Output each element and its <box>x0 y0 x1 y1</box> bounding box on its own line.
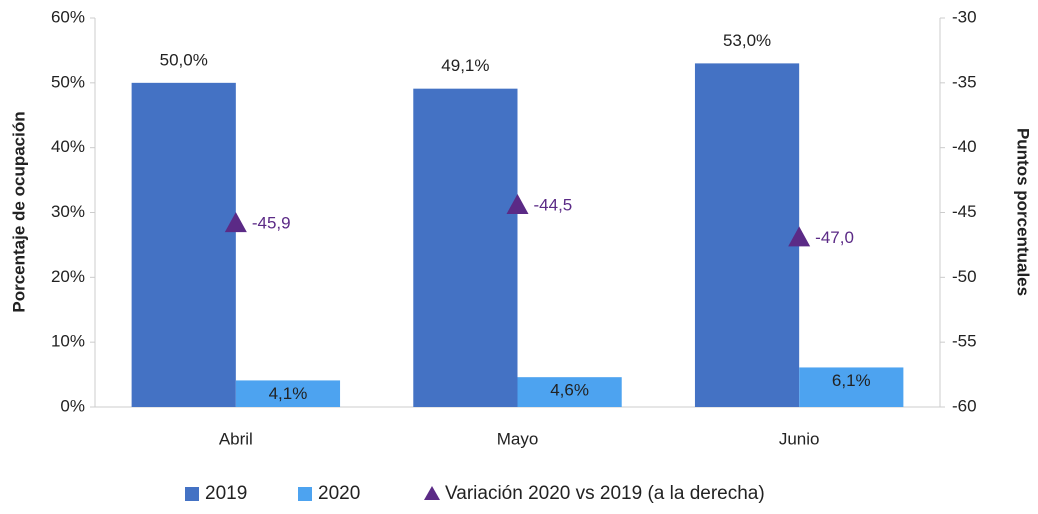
y2-tick-label: -40 <box>952 137 977 156</box>
data-label: -47,0 <box>815 228 854 247</box>
bar <box>131 82 236 407</box>
y-tick-label: 10% <box>51 332 85 351</box>
bar <box>413 88 518 407</box>
data-label: 49,1% <box>441 56 489 75</box>
y2-tick-label: -30 <box>952 7 977 26</box>
bar <box>799 367 904 407</box>
y2-tick-label: -60 <box>952 396 977 415</box>
legend-label: 2019 <box>205 483 247 504</box>
data-label: -44,5 <box>534 196 573 215</box>
y2-tick-label: -55 <box>952 332 977 351</box>
y-tick-label: 30% <box>51 202 85 221</box>
data-label: -45,9 <box>252 214 291 233</box>
data-label: 4,6% <box>550 381 589 400</box>
y-axis-title: Porcentaje de ocupación <box>9 111 28 312</box>
y2-tick-label: -50 <box>952 267 977 286</box>
legend-marker <box>185 487 199 501</box>
x-tick-label: Abril <box>219 429 253 448</box>
bar <box>517 377 622 407</box>
x-tick-label: Junio <box>779 429 820 448</box>
y2-axis-title: Puntos porcentuales <box>1014 128 1033 296</box>
marker <box>506 194 529 215</box>
y-tick-label: 20% <box>51 267 85 286</box>
legend-marker <box>424 486 440 500</box>
y-tick-label: 40% <box>51 137 85 156</box>
y2-tick-label: -45 <box>952 202 977 221</box>
bar <box>235 380 341 407</box>
data-label: 6,1% <box>832 371 871 390</box>
legend-marker <box>298 487 312 501</box>
y-tick-label: 50% <box>51 72 85 91</box>
marker <box>224 212 247 233</box>
legend-label: Variación 2020 vs 2019 (a la derecha) <box>445 483 765 504</box>
data-label: 50,0% <box>160 50 208 69</box>
bar <box>694 63 800 408</box>
data-label: 53,0% <box>723 31 771 50</box>
y-tick-label: 0% <box>60 396 85 415</box>
marker <box>788 226 811 247</box>
y-tick-label: 60% <box>51 7 85 26</box>
legend-label: 2020 <box>318 483 360 504</box>
y2-tick-label: -35 <box>952 72 977 91</box>
data-label: 4,1% <box>269 384 308 403</box>
x-tick-label: Mayo <box>497 429 539 448</box>
